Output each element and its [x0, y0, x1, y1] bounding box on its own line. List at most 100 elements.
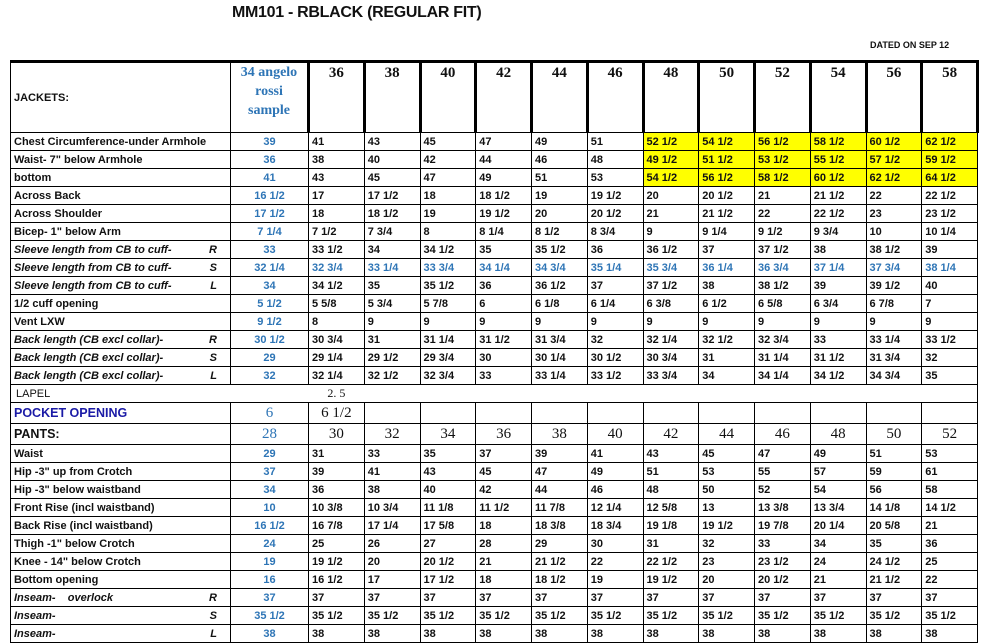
size-value: 33 1/2: [308, 240, 365, 259]
size-value: 27: [419, 534, 477, 553]
size-value: 31 1/2: [809, 348, 867, 367]
size-value: 51: [586, 132, 644, 151]
pants-sample-size: 28: [230, 423, 309, 445]
jackets-row: Back length (CB excl collar)- S 29 29 1/4 29…: [10, 348, 978, 367]
size-value: 48: [642, 480, 700, 499]
size-value: 30 3/4: [308, 330, 365, 349]
measurement-label: Bicep- 1" below Arm: [14, 225, 121, 238]
size-value: 36: [921, 534, 978, 553]
jackets-row: Across Shoulder 17 1/2 18 18 1/2 19 19 1/2 20 2…: [10, 204, 978, 223]
size-value: 54 1/2: [698, 132, 755, 151]
size-value: 18: [308, 204, 365, 223]
size-value: 11 1/2: [475, 498, 532, 517]
size-value: 20 1/2: [698, 186, 755, 205]
size-value: 33 3/4: [642, 366, 700, 385]
pocket-row: POCKET OPENING 6 6 1/2: [10, 402, 978, 424]
size-header: 56: [864, 60, 924, 133]
length-grade: L: [210, 627, 217, 640]
size-value: 19 1/2: [698, 516, 755, 535]
sample-value: 16: [230, 570, 309, 589]
measurement-label-cell: Back length (CB excl collar)- R: [10, 330, 231, 349]
jackets-row: Bicep- 1" below Arm 7 1/4 7 1/2 7 3/4 8 8 1/4…: [10, 222, 978, 241]
size-value: 6 1/4: [586, 294, 644, 313]
measurement-label-cell: Back length (CB excl collar)- S: [10, 348, 231, 367]
lapel-empty: [866, 384, 922, 403]
size-value: 6: [475, 294, 532, 313]
size-value: 33 1/4: [865, 330, 923, 349]
size-value: 5 5/8: [308, 294, 365, 313]
size-value: 38: [698, 624, 755, 643]
size-value: 6 3/4: [809, 294, 867, 313]
size-value: 55: [754, 462, 811, 481]
measurement-label: Back Rise (incl waistband): [14, 519, 153, 532]
pocket-empty: [419, 402, 477, 424]
size-header: 42: [642, 423, 700, 445]
measurement-label: Chest Circumference-under Armhole: [14, 135, 207, 148]
size-value: 29 1/2: [363, 348, 421, 367]
size-value: 9: [475, 312, 532, 331]
size-value: 22: [865, 186, 923, 205]
size-value: 52 1/2: [642, 132, 700, 151]
size-value: 38: [586, 624, 644, 643]
lapel-empty: [364, 384, 420, 403]
size-value: 38 1/2: [754, 276, 811, 295]
size-value: 37: [921, 588, 978, 607]
size-value: 30: [586, 534, 644, 553]
measurement-label-cell: Sleeve length from CB to cuff- S: [10, 258, 231, 277]
measurement-label: Bottom opening: [14, 573, 99, 586]
lapel-value: 2. 5: [308, 384, 365, 403]
jackets-row: Chest Circumference-under Armhole 39 41 43 4…: [10, 132, 978, 151]
size-value: 19 1/2: [586, 186, 644, 205]
size-value: 38: [642, 624, 700, 643]
size-value: 18 3/8: [531, 516, 588, 535]
size-value: 38: [419, 624, 477, 643]
sample-value: 19: [230, 552, 309, 571]
size-value: 20 1/2: [586, 204, 644, 223]
size-value: 37: [642, 588, 700, 607]
size-header: 46: [754, 423, 811, 445]
size-value: 36 1/4: [698, 258, 755, 277]
size-value: 10 3/8: [308, 498, 365, 517]
size-value: 62 1/2: [921, 132, 978, 151]
measurement-label: Back length (CB excl collar)-: [14, 333, 164, 346]
measurement-label: Knee - 14" below Crotch: [14, 555, 141, 568]
sample-value: 16 1/2: [230, 186, 309, 205]
pants-row: Bottom opening 16 16 1/2 17 17 1/2 18 18 1/2 19…: [10, 570, 978, 589]
size-value: 42: [475, 480, 532, 499]
size-value: 18: [419, 186, 477, 205]
size-header: 48: [809, 423, 867, 445]
size-value: 19 1/8: [642, 516, 700, 535]
size-value: 37 1/4: [809, 258, 867, 277]
pants-row: Front Rise (incl waistband) 10 10 3/8 10 3/…: [10, 498, 978, 517]
measurement-label: Back length (CB excl collar)-: [14, 351, 164, 364]
size-value: 31: [642, 534, 700, 553]
measurement-label-cell: Hip -3" up from Crotch: [10, 462, 231, 481]
pocket-empty: [809, 402, 867, 424]
size-value: 45: [698, 444, 755, 463]
size-header: 36: [307, 60, 366, 133]
size-value: 21: [754, 186, 811, 205]
size-value: 54 1/2: [642, 168, 700, 187]
size-value: 37: [419, 588, 477, 607]
size-value: 38 1/4: [921, 258, 978, 277]
size-header: 50: [865, 423, 923, 445]
length-grade: R: [209, 243, 217, 256]
size-value: 12 5/8: [642, 498, 700, 517]
size-value: 35 1/2: [363, 606, 421, 625]
measurement-label: Across Shoulder: [14, 207, 103, 220]
sample-header-line: 34 angelo: [240, 65, 298, 80]
jackets-row: 1/2 cuff opening 5 1/2 5 5/8 5 3/4 5 7/8 6 6 1…: [10, 294, 978, 313]
size-header: 40: [586, 423, 644, 445]
size-value: 58: [921, 480, 978, 499]
size-value: 20 1/2: [754, 570, 811, 589]
measurement-label-cell: Waist: [10, 444, 231, 463]
measurement-label-cell: Across Back: [10, 186, 231, 205]
size-value: 34: [363, 240, 421, 259]
measurement-label: Back length (CB excl collar)-: [14, 369, 164, 382]
size-value: 9: [698, 312, 755, 331]
size-value: 37: [865, 588, 923, 607]
length-grade: L: [210, 369, 217, 382]
size-value: 23 1/2: [921, 204, 978, 223]
size-value: 30: [475, 348, 532, 367]
size-value: 17 1/2: [419, 570, 477, 589]
